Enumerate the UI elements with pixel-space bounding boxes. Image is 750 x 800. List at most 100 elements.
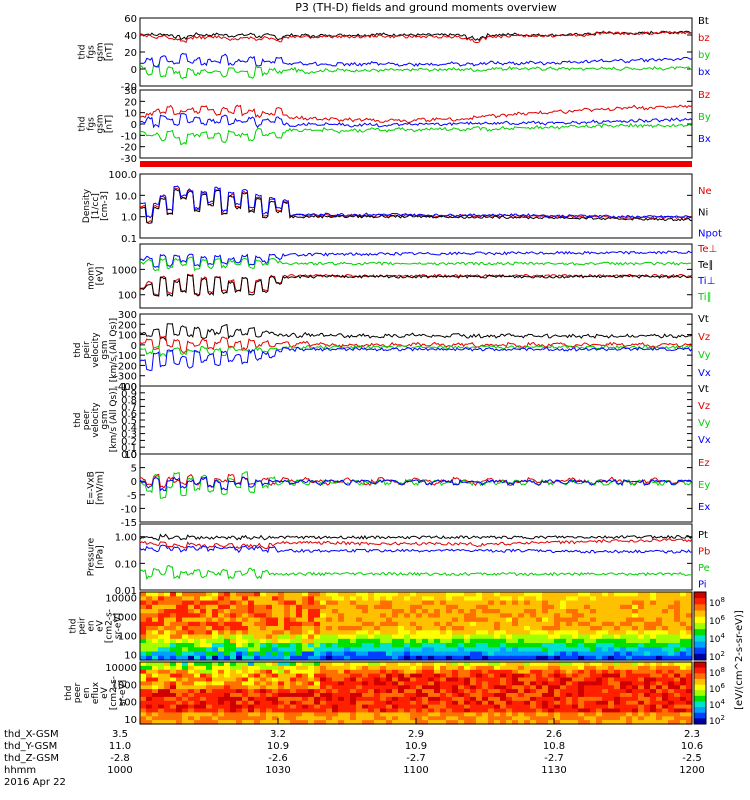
spectrogram-cell (680, 655, 687, 661)
spectrogram-cell (236, 700, 243, 706)
spectrogram-cell (464, 609, 471, 614)
spectrogram-cell (236, 716, 243, 721)
spectrogram-cell (422, 708, 429, 713)
series-line-By (139, 122, 693, 146)
spectrogram-cell (368, 704, 375, 710)
spectrogram-cell (212, 643, 219, 648)
spectrogram-cell (452, 600, 459, 606)
spectrogram-cell (620, 651, 627, 657)
spectrogram-cell (152, 613, 159, 619)
spectrogram-cell (188, 651, 195, 657)
spectrogram-cell (236, 677, 243, 682)
legend-Vy: Vy (698, 418, 711, 429)
spectrogram-cell (182, 647, 189, 653)
spectrogram-cell (332, 665, 339, 671)
spectrogram-cell (338, 673, 345, 679)
spectrogram-cell (572, 669, 579, 675)
spectrogram-cell (530, 647, 537, 653)
spectrogram-cell (314, 647, 321, 653)
spectrogram-cell (248, 708, 255, 713)
spectrogram-cell (476, 665, 483, 671)
spectrogram-cell (254, 669, 261, 675)
spectrogram-cell (416, 638, 423, 644)
spectrogram-cell (686, 673, 693, 679)
spectrogram-cell (230, 712, 237, 717)
spectrogram-cell (530, 673, 537, 679)
legend-Pe: Pe (698, 563, 710, 574)
spectrogram-cell (578, 630, 585, 636)
spectrogram-cell (230, 621, 237, 627)
spectrogram-cell (518, 681, 525, 686)
spectrogram-cell (230, 673, 237, 679)
spectrogram-cell (182, 673, 189, 679)
spectrogram-cell (308, 720, 315, 725)
spectrogram-cell (236, 685, 243, 690)
spectrogram-cell (410, 655, 417, 661)
spectrogram-cell (200, 604, 207, 610)
spectrogram-cell (536, 638, 543, 644)
spectrogram-cell (320, 700, 327, 706)
spectrogram-cell (614, 685, 621, 690)
spectrogram-cell (572, 662, 579, 667)
spectrogram-cell (500, 655, 507, 661)
spectrogram-cell (290, 655, 297, 661)
spectrogram-cell (332, 643, 339, 648)
spectrogram-cell (170, 643, 177, 648)
spectrogram-cell (560, 669, 567, 675)
spectrogram-cell (632, 613, 639, 619)
spectrogram-cell (320, 716, 327, 721)
spectrogram-cell (488, 638, 495, 644)
spectrogram-cell (614, 630, 621, 636)
x-tick-value: 3.2 (270, 729, 286, 740)
spectrogram-cell (182, 689, 189, 694)
spectrogram-cell (608, 600, 615, 606)
spectrogram-cell (278, 596, 285, 602)
spectrogram-cell (608, 689, 615, 694)
spectrogram-cell (338, 617, 345, 623)
spectrogram-cell (248, 592, 255, 597)
spectrogram-cell (524, 643, 531, 648)
spectrogram-cell (560, 621, 567, 627)
spectrogram-cell (146, 638, 153, 644)
spectrogram-cell (356, 634, 363, 640)
spectrogram-cell (242, 681, 249, 686)
spectrogram-cell (626, 655, 633, 661)
colorbar-label: [eV/(cm^2-s-sr-eV)] (734, 610, 745, 710)
spectrogram-cell (506, 638, 513, 644)
spectrogram-cell (374, 604, 381, 610)
spectrogram-cell (296, 596, 303, 602)
spectrogram-cell (440, 626, 447, 631)
spectrogram-cell (554, 651, 561, 657)
spectrogram-cell (422, 634, 429, 640)
spectrogram-cell (488, 600, 495, 606)
spectrogram-cell (272, 651, 279, 657)
spectrogram-cell (452, 716, 459, 721)
spectrogram-cell (608, 685, 615, 690)
spectrogram-cell (680, 647, 687, 653)
y-axis-label: thd (64, 686, 74, 701)
spectrogram-cell (194, 700, 201, 706)
spectrogram-cell (434, 600, 441, 606)
colorbar-frame (693, 591, 707, 661)
spectrogram-cell (272, 638, 279, 644)
spectrogram-cell (668, 681, 675, 686)
spectrogram-cell (620, 716, 627, 721)
spectrogram-cell (350, 634, 357, 640)
spectrogram-cell (284, 643, 291, 648)
spectrogram-cell (674, 655, 681, 661)
spectrogram-cell (230, 685, 237, 690)
spectrogram-cell (158, 665, 165, 671)
spectrogram-cell (530, 617, 537, 623)
spectrogram-cell (140, 655, 147, 661)
spectrogram-cell (350, 712, 357, 717)
spectrogram-cell (230, 704, 237, 710)
y-tick-label: -5 (127, 491, 137, 502)
spectrogram-cell (548, 696, 555, 702)
spectrogram-cell (338, 685, 345, 690)
spectrogram-cell (230, 696, 237, 702)
spectrogram-cell (314, 685, 321, 690)
spectrogram-cell (428, 712, 435, 717)
spectrogram-cell (200, 630, 207, 636)
spectrogram-cell (596, 700, 603, 706)
spectrogram-cell (200, 708, 207, 713)
